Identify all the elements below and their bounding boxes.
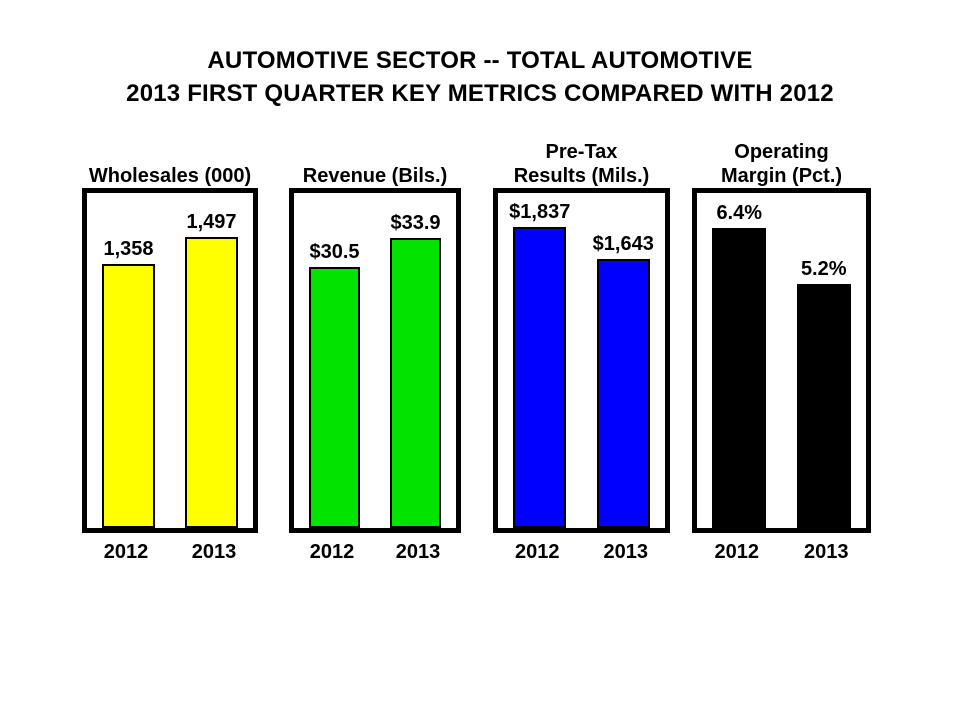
panel-wholesales-title: Wholesales (000)	[82, 140, 258, 188]
category-axis: 2012 2013	[82, 541, 258, 564]
bar-margin-2013	[796, 284, 851, 528]
category-label-2013: 2013	[395, 541, 441, 563]
bar-group-2013: $1,643	[593, 193, 654, 528]
page-title-line1: AUTOMOTIVE SECTOR -- TOTAL AUTOMOTIVE	[207, 47, 753, 74]
category-label-2012: 2012	[103, 541, 149, 563]
panel-pretax-title: Pre-Tax Results (Mils.)	[493, 140, 670, 188]
category-axis: 2012 2013	[289, 541, 461, 564]
bar-group-2012: 6.4%	[712, 193, 767, 528]
bar-value-label: 1,497	[186, 211, 237, 234]
bar-margin-2012	[712, 228, 767, 528]
bar-group-2012: 1,358	[101, 193, 156, 528]
category-label-2013: 2013	[803, 541, 849, 563]
bar-group-2012: $30.5	[308, 193, 361, 528]
category-label-2012: 2012	[714, 541, 759, 563]
bar-group-2012: $1,837	[509, 193, 570, 528]
category-label-2012: 2012	[515, 541, 560, 563]
bar-value-label: $30.5	[309, 240, 360, 263]
bar-revenue-2013	[389, 237, 442, 528]
bar-group-2013: 5.2%	[796, 193, 851, 528]
bar-group-2013: 1,497	[184, 193, 239, 528]
bar-wholesales-2013	[184, 237, 239, 528]
bar-value-label: 6.4%	[716, 202, 763, 225]
plot-area-pretax: $1,837 $1,643	[493, 188, 670, 533]
bar-value-label: $33.9	[390, 211, 441, 234]
bar-wholesales-2012	[101, 264, 156, 528]
page-title: AUTOMOTIVE SECTOR -- TOTAL AUTOMOTIVE 20…	[0, 44, 960, 110]
category-axis: 2012 2013	[493, 541, 670, 564]
category-axis: 2012 2013	[692, 541, 871, 564]
panel-title-line2: Results (Mils.)	[513, 165, 650, 187]
panel-title-line1: Pre-Tax	[545, 141, 618, 163]
bar-value-label: 5.2%	[800, 258, 847, 281]
category-label-2013: 2013	[603, 541, 649, 563]
panel-wholesales: Wholesales (000) 1,358 1,497 2012 2013	[82, 140, 258, 564]
panel-revenue: Revenue (Bils.) $30.5 $33.9 2012 2013	[289, 140, 461, 564]
panel-title-line1: Operating	[734, 141, 829, 163]
plot-area-revenue: $30.5 $33.9	[289, 188, 461, 533]
bar-value-label: $1,643	[592, 232, 654, 255]
panel-operating-margin: Operating Margin (Pct.) 6.4% 5.2% 2012 2…	[692, 140, 871, 564]
bar-pretax-2012	[513, 227, 567, 528]
panel-title-line2: Margin (Pct.)	[720, 165, 843, 187]
panel-revenue-title: Revenue (Bils.)	[289, 140, 461, 188]
bar-value-label: 1,358	[103, 238, 154, 261]
panel-margin-title: Operating Margin (Pct.)	[692, 140, 871, 188]
bar-pretax-2013	[596, 258, 650, 528]
category-label-2012: 2012	[309, 541, 355, 563]
bar-revenue-2012	[308, 266, 361, 528]
bar-group-2013: $33.9	[389, 193, 442, 528]
panel-pretax-results: Pre-Tax Results (Mils.) $1,837 $1,643 20…	[493, 140, 670, 564]
panel-title-line2: Revenue (Bils.)	[302, 165, 448, 187]
plot-area-wholesales: 1,358 1,497	[82, 188, 258, 533]
page-title-line2: 2013 FIRST QUARTER KEY METRICS COMPARED …	[126, 80, 834, 107]
plot-area-margin: 6.4% 5.2%	[692, 188, 871, 533]
bar-value-label: $1,837	[509, 201, 571, 224]
category-label-2013: 2013	[191, 541, 237, 563]
panel-title-line2: Wholesales (000)	[88, 165, 252, 187]
